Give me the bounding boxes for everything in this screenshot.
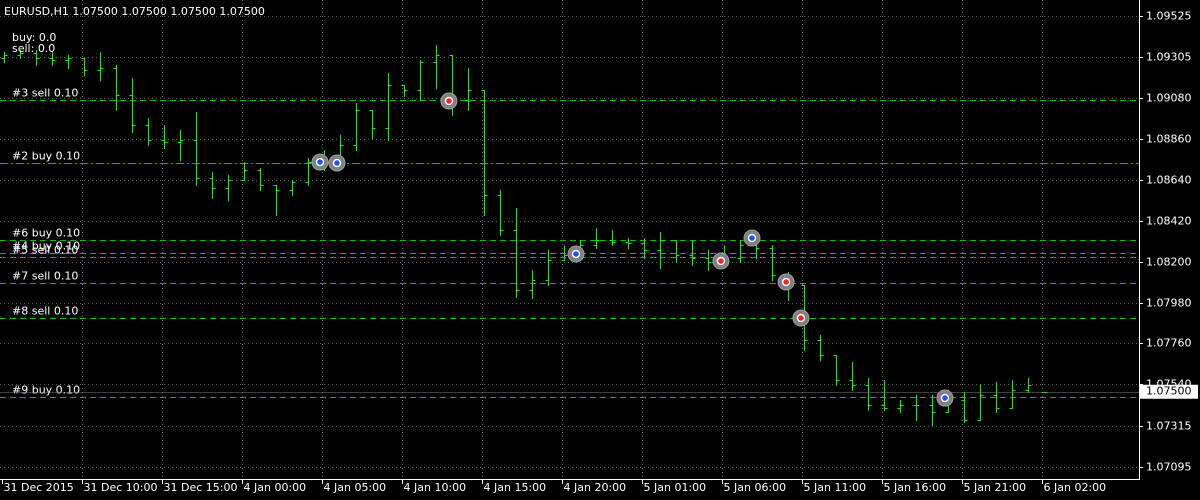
trade-marker-core (796, 313, 806, 323)
x-tick-label: 5 Jan 21:00 (964, 481, 1027, 494)
y-tick-label: 1.07315 (1146, 420, 1192, 433)
x-tick-label: 4 Jan 00:00 (244, 481, 307, 494)
trade-marker-core (571, 249, 581, 259)
trade-markers (311, 92, 954, 407)
x-tick-label: 6 Jan 02:00 (1044, 481, 1107, 494)
y-tick-label: 1.09305 (1146, 51, 1192, 64)
x-tick-label: 4 Jan 15:00 (484, 481, 547, 494)
y-tick-label: 1.07760 (1146, 337, 1192, 350)
x-tick-label: 31 Dec 15:00 (164, 481, 238, 494)
order-label: #6 buy 0.10 (12, 227, 80, 240)
order-label: #7 sell 0.10 (12, 270, 78, 283)
x-tick-label: 4 Jan 10:00 (404, 481, 467, 494)
bid-label: 1.07500 (1146, 385, 1192, 398)
y-tick-label: 1.08420 (1146, 215, 1192, 228)
bid-box (1140, 384, 1198, 399)
trade-marker-core (747, 233, 757, 243)
y-tick-label: 1.07980 (1146, 297, 1192, 310)
trade-marker-core (716, 256, 726, 266)
info-text: buy: 0.0 (12, 31, 56, 44)
y-tick-label: 1.09080 (1146, 92, 1192, 105)
chart-title: EURUSD,H1 1.07500 1.07500 1.07500 1.0750… (4, 5, 265, 18)
y-tick-label: 1.07095 (1146, 461, 1192, 474)
x-tick-label: 5 Jan 16:00 (884, 481, 947, 494)
x-tick-label: 31 Dec 2015 (4, 481, 74, 494)
x-tick-label: 31 Dec 10:00 (84, 481, 158, 494)
trade-marker-core (940, 393, 950, 403)
y-tick-label: 1.08860 (1146, 133, 1192, 146)
x-tick-label: 4 Jan 05:00 (324, 481, 387, 494)
trade-marker-core (781, 277, 791, 287)
trade-marker-core (444, 96, 454, 106)
info-text: sell: 0.0 (12, 42, 55, 55)
order-lines: #3 sell 0.10 #2 buy 0.10 #6 buy 0.10#4 buy… (0, 87, 1139, 398)
order-label: #9 buy 0.10 (12, 384, 80, 397)
y-tick-label: 1.08200 (1146, 256, 1192, 269)
trade-marker-core (332, 158, 342, 168)
x-tick-label: 5 Jan 01:00 (644, 481, 707, 494)
axes: 1.09525 1.09305 1.09080 1.08860 1.08640 1.084… (0, 10, 1198, 494)
y-tick-label: 1.09525 (1146, 10, 1192, 23)
x-tick-label: 4 Jan 20:00 (564, 481, 627, 494)
order-label: #8 sell 0.10 (12, 305, 78, 318)
order-label: #5 sell 0.10 (12, 244, 78, 257)
order-label: #2 buy 0.10 (12, 150, 80, 163)
y-tick-label: 1.08640 (1146, 174, 1192, 187)
trade-marker-core (315, 157, 325, 167)
x-tick-label: 5 Jan 11:00 (804, 481, 867, 494)
order-label: #4 buy 0.10 (12, 240, 80, 253)
order-label: #3 sell 0.10 (12, 87, 78, 100)
x-tick-label: 5 Jan 06:00 (724, 481, 787, 494)
